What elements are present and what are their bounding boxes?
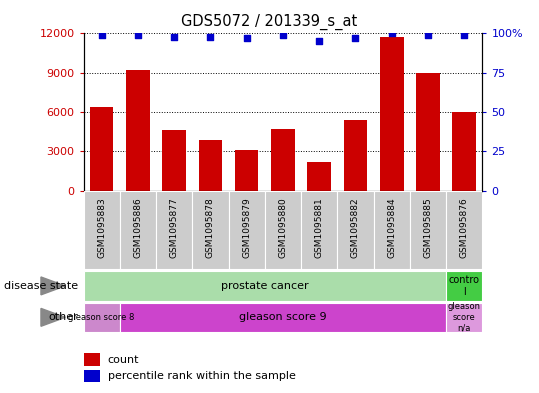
Text: GSM1095886: GSM1095886 [134,197,142,258]
Point [243,35,251,41]
Bar [120,303,446,332]
Bar [120,191,156,269]
Bar [126,70,150,191]
Bar [446,271,482,301]
Bar [410,191,446,269]
Bar [453,112,476,191]
Text: GSM1095883: GSM1095883 [97,197,106,258]
Bar [84,191,120,269]
Bar [380,37,404,191]
Point [98,32,106,38]
Point [424,32,432,38]
Text: GSM1095881: GSM1095881 [315,197,324,258]
Point [206,33,215,40]
Bar [271,129,295,191]
Text: GSM1095877: GSM1095877 [170,197,179,258]
Text: prostate cancer: prostate cancer [221,281,309,291]
Point [351,35,360,41]
Text: other: other [49,312,78,322]
Bar [84,370,100,382]
Bar [84,353,100,365]
Bar [162,130,186,191]
Point [170,33,178,40]
Text: gleason score 9: gleason score 9 [239,312,327,322]
Bar [337,191,374,269]
Bar [265,191,301,269]
Point [460,32,468,38]
Bar [301,191,337,269]
Bar [192,191,229,269]
Text: GSM1095876: GSM1095876 [460,197,469,258]
Text: GSM1095880: GSM1095880 [279,197,287,258]
Point [134,32,142,38]
Bar [446,191,482,269]
Bar [446,303,482,332]
Point [315,38,323,44]
Bar [344,120,367,191]
Point [279,32,287,38]
Bar [84,303,120,332]
Bar [235,150,259,191]
Text: GDS5072 / 201339_s_at: GDS5072 / 201339_s_at [182,14,357,30]
Bar [229,191,265,269]
Text: GSM1095885: GSM1095885 [424,197,432,258]
Text: GSM1095878: GSM1095878 [206,197,215,258]
Bar [156,191,192,269]
Text: count: count [108,354,139,365]
Bar [199,140,222,191]
Polygon shape [41,309,65,326]
Bar [374,191,410,269]
Bar [307,162,331,191]
Text: GSM1095884: GSM1095884 [387,197,396,257]
Text: disease state: disease state [4,281,78,291]
Polygon shape [41,277,65,295]
Point [388,30,396,37]
Text: gleason
score
n/a: gleason score n/a [448,303,481,332]
Text: gleason score 8: gleason score 8 [68,313,135,322]
Bar [90,107,114,191]
Text: GSM1095879: GSM1095879 [242,197,251,258]
Text: contro
l: contro l [449,275,480,297]
Bar [416,73,440,191]
Text: percentile rank within the sample: percentile rank within the sample [108,371,296,381]
Text: GSM1095882: GSM1095882 [351,197,360,257]
